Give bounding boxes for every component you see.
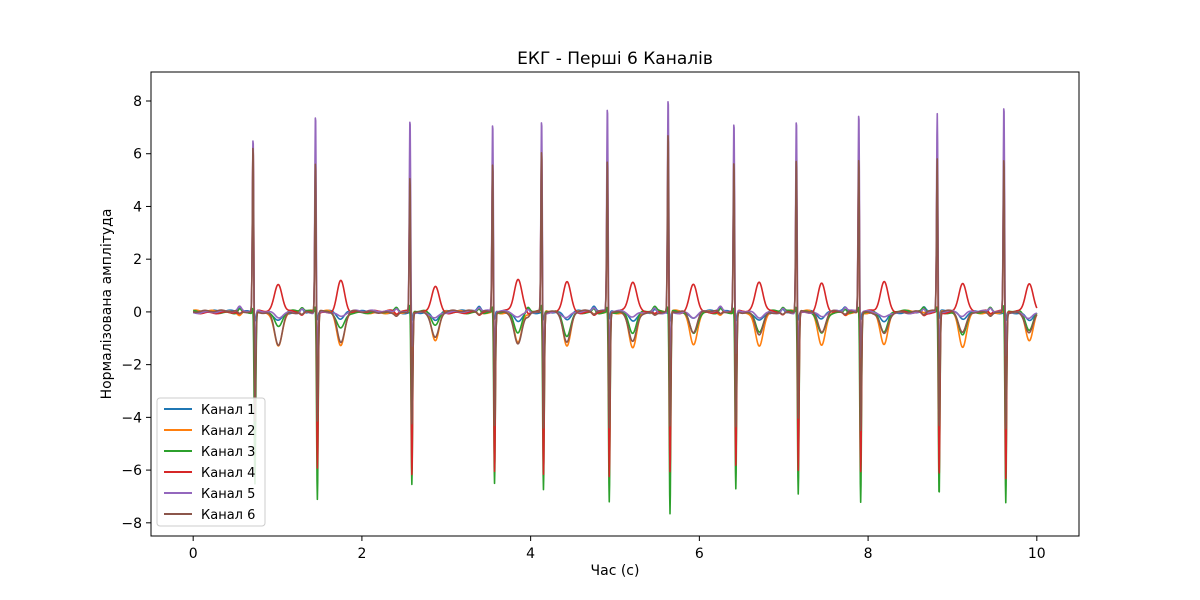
- y-tick-label: −8: [121, 516, 142, 532]
- legend: Канал 1 Канал 2 Канал 3 Канал 4 Канал 5 Канал…: [156, 397, 266, 527]
- y-tick-label: 6: [133, 147, 142, 163]
- legend-entry: Канал 4: [201, 466, 255, 481]
- legend-entry: Канал 5: [201, 487, 255, 502]
- legend-entry: Канал 6: [201, 508, 255, 523]
- legend-entry: Канал 2: [201, 424, 255, 439]
- x-tick-label: 4: [526, 546, 535, 562]
- y-tick-label: −4: [121, 410, 142, 426]
- legend-entry: Канал 1: [201, 403, 255, 418]
- series-line-6: [192, 135, 1038, 432]
- y-tick-label: 8: [133, 94, 142, 110]
- y-tick-label: 0: [133, 305, 142, 321]
- y-axis: −8 −6 −4 −2 0 2 4 6 8: [121, 94, 151, 532]
- x-tick-label: 0: [189, 546, 198, 562]
- y-tick-label: 4: [133, 199, 142, 215]
- x-tick-label: 10: [1028, 546, 1046, 562]
- plot-frame: [150, 71, 1080, 537]
- x-tick-label: 2: [357, 546, 366, 562]
- x-axis-label: Час (с): [591, 563, 640, 579]
- x-tick-label: 6: [695, 546, 704, 562]
- y-tick-label: −2: [121, 358, 142, 374]
- y-tick-label: −6: [121, 463, 142, 479]
- chart-title: ЕКГ - Перші 6 Каналів: [517, 49, 713, 69]
- legend-entry: Канал 3: [201, 445, 255, 460]
- y-tick-label: 2: [133, 252, 142, 268]
- series-layer: [192, 100, 1038, 515]
- x-axis: 0 2 4 6 8 10: [189, 536, 1046, 562]
- y-axis-label: Нормалізована амплітуда: [99, 209, 115, 400]
- x-tick-label: 8: [864, 546, 873, 562]
